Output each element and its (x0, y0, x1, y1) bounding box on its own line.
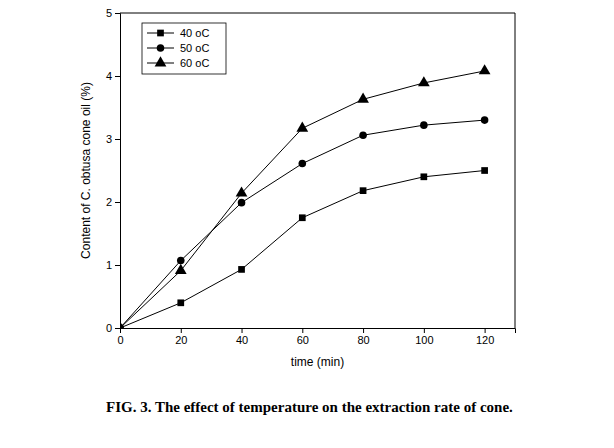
y-tick: 4 (106, 70, 120, 82)
y-tick-mark (115, 76, 120, 77)
series-marker (120, 321, 126, 328)
y-tick-mark (115, 139, 120, 140)
series-marker (177, 299, 184, 306)
series-marker (238, 199, 246, 207)
frame-top (120, 13, 515, 14)
x-axis-line (121, 329, 516, 334)
x-tick-label: 20 (175, 334, 187, 346)
x-tick: 0 (117, 328, 123, 346)
x-tick-label: 80 (357, 334, 369, 346)
y-tick: 5 (106, 7, 120, 19)
x-tick-mark (242, 328, 243, 333)
legend-box (142, 23, 226, 74)
series-marker (357, 93, 369, 103)
x-tick-label: 120 (476, 334, 494, 346)
series-marker (177, 257, 185, 265)
x-tick-mark (424, 328, 425, 333)
legend-marker (157, 44, 165, 52)
y-tick-label: 3 (106, 133, 112, 145)
legend-marker (155, 56, 167, 66)
y-tick-label: 5 (106, 7, 112, 19)
y-tick-mark (115, 328, 120, 329)
series-marker (299, 160, 307, 168)
series-marker (238, 266, 245, 273)
x-tick-label: 60 (297, 334, 309, 346)
x-tick-mark (181, 328, 182, 333)
x-axis-title: time (min) (291, 355, 344, 369)
y-tick-label: 2 (106, 196, 112, 208)
x-tick-label: 0 (117, 334, 123, 346)
y-axis-line (115, 14, 121, 329)
frame-right (515, 13, 516, 328)
x-tick: 120 (476, 328, 494, 346)
y-tick-label: 4 (106, 70, 112, 82)
y-tick-label: 1 (106, 259, 112, 271)
y-tick: 1 (106, 259, 120, 271)
y-tick: 0 (106, 322, 120, 334)
x-tick-mark (363, 328, 364, 333)
y-tick-mark (115, 202, 120, 203)
legend-marker (157, 30, 164, 37)
x-tick: 100 (415, 328, 433, 346)
x-tick: 20 (175, 328, 187, 346)
x-tick-mark (485, 328, 486, 333)
series-marker (299, 214, 306, 221)
series-marker (359, 131, 367, 139)
x-tick: 40 (236, 328, 248, 346)
series-line (120, 120, 485, 328)
series-marker (420, 121, 428, 129)
legend-label: 50 oC (180, 42, 209, 54)
y-axis-title: Content of C. obtusa cone oil (%) (79, 82, 93, 259)
series-marker (360, 187, 367, 194)
series-marker (481, 167, 488, 174)
x-tick: 60 (297, 328, 309, 346)
series-marker (481, 116, 489, 124)
x-tick: 80 (357, 328, 369, 346)
x-tick-mark (302, 328, 303, 333)
series-marker (296, 121, 308, 131)
chart: 0 20 40 60 80 100 120 0 1 2 3 4 5 40 oC 50 oC 60 oC time… (0, 0, 614, 448)
series-line (120, 71, 485, 328)
x-axis: 0 20 40 60 80 100 120 (117, 328, 515, 346)
legend-label: 40 oC (180, 27, 209, 39)
x-tick-label: 100 (415, 334, 433, 346)
legend-label: 60 oC (180, 57, 209, 69)
y-tick: 2 (106, 196, 120, 208)
y-tick-label: 0 (106, 322, 112, 334)
series-marker (479, 64, 491, 74)
series-line (120, 171, 485, 329)
y-tick: 3 (106, 133, 120, 145)
y-tick-mark (115, 265, 120, 266)
plot-area (120, 64, 491, 328)
series-marker (236, 186, 248, 196)
series-marker (420, 173, 427, 180)
series-marker (418, 76, 430, 86)
legend: 40 oC 50 oC 60 oC (142, 23, 226, 74)
y-tick-mark (115, 13, 120, 14)
chart-title: FIG. 3. The effect of temperature on the… (106, 399, 513, 415)
x-tick-label: 40 (236, 334, 248, 346)
series-marker (175, 264, 187, 274)
y-axis: 0 1 2 3 4 5 (106, 7, 121, 334)
